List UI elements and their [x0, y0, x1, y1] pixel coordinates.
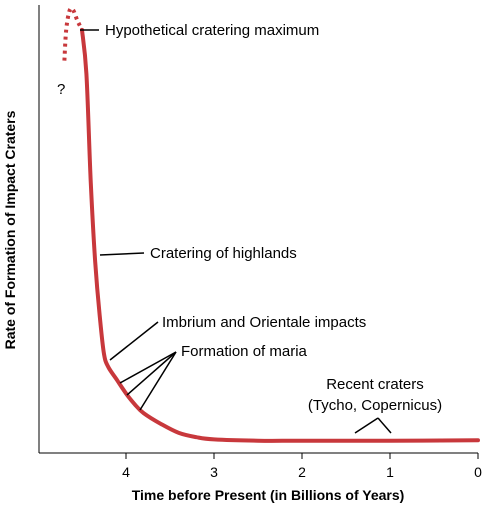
x-ticks: 4 3 2 1 0	[122, 453, 482, 480]
annotation-highlands: Cratering of highlands	[150, 245, 297, 262]
annotation-recent-craters-examples: (Tycho, Copernicus)	[308, 397, 442, 414]
curves	[62, 6, 480, 443]
annotation-maria: Formation of maria	[181, 343, 308, 360]
leader-maria-3	[139, 351, 177, 411]
annotation-hypothetical-max: Hypothetical cratering maximum	[105, 22, 319, 39]
x-tick-label: 4	[122, 464, 130, 480]
annotation-recent-craters: Recent craters	[326, 376, 424, 393]
y-axis-title: Rate of Formation of Impact Craters	[2, 110, 18, 349]
x-tick-label: 0	[474, 464, 482, 480]
annotation-leaders	[80, 29, 392, 434]
leader-highlands	[99, 252, 145, 256]
hypothetical-maximum-dotted-curve	[62, 6, 84, 61]
cratering-rate-curve	[80, 27, 480, 443]
x-tick-label: 2	[298, 464, 306, 480]
leader-recent-craters-2	[377, 417, 392, 434]
leader-imbrium	[109, 321, 159, 361]
x-tick-label: 1	[386, 464, 394, 480]
leader-maria-2	[126, 351, 177, 396]
x-axis-title: Time before Present (in Billions of Year…	[132, 487, 405, 503]
annotation-imbrium: Imbrium and Orientale impacts	[162, 314, 366, 331]
leader-maria-1	[119, 351, 177, 384]
annotation-question-mark: ?	[57, 81, 65, 98]
x-tick-label: 3	[210, 464, 218, 480]
leader-recent-craters-1	[354, 417, 379, 434]
